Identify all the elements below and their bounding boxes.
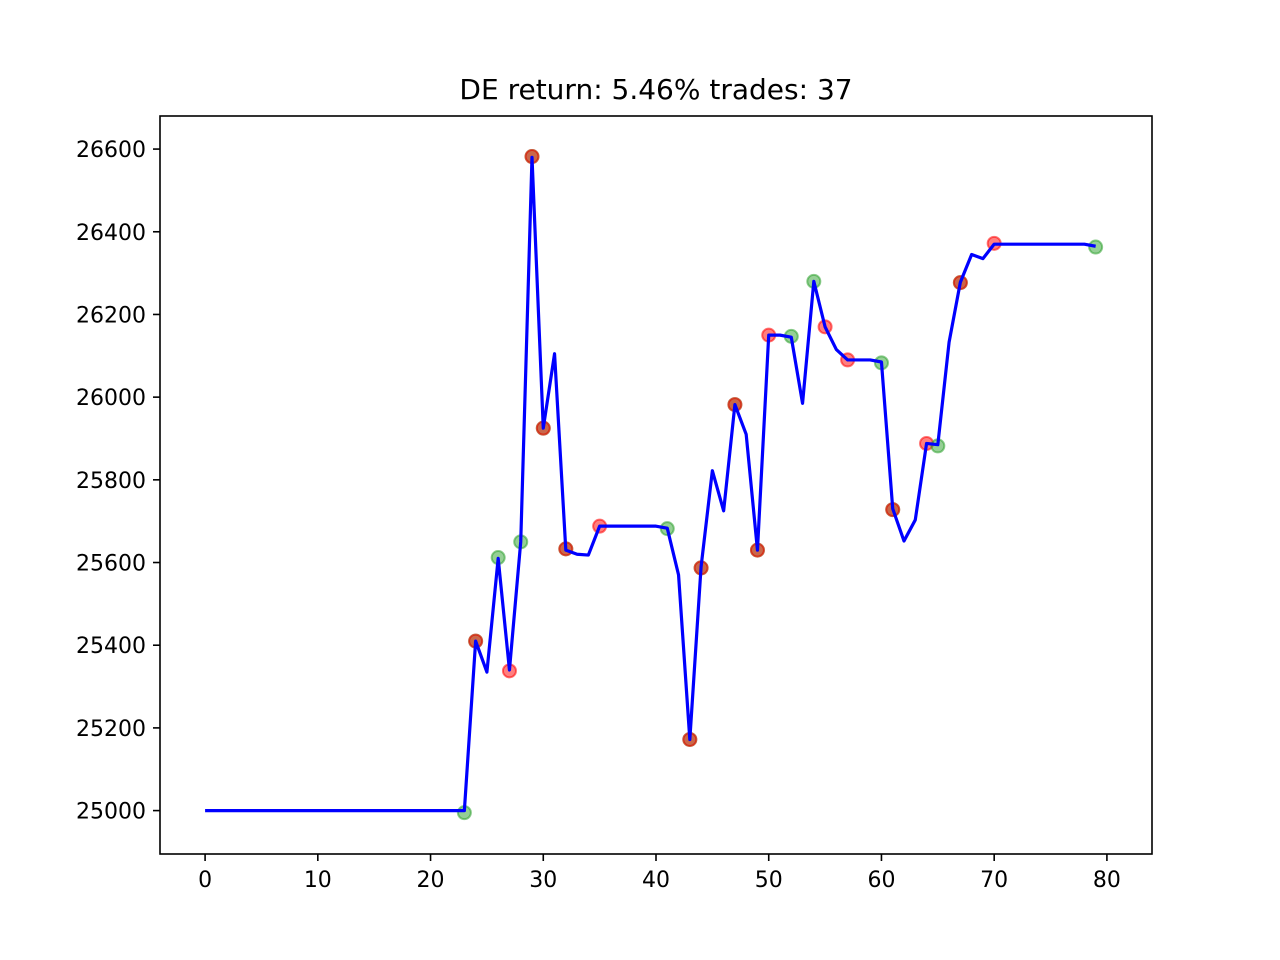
y-tick-label: 25200 [76,717,146,742]
x-tick-label: 70 [980,868,1008,893]
x-tick-label: 60 [867,868,895,893]
y-tick-label: 25600 [76,552,146,577]
y-tick-label: 26600 [76,138,146,163]
x-tick-label: 40 [642,868,670,893]
x-tick-label: 50 [755,868,783,893]
y-tick-label: 25400 [76,634,146,659]
x-tick-label: 80 [1093,868,1121,893]
y-tick-label: 26200 [76,303,146,328]
y-tick-label: 25800 [76,469,146,494]
axes-frame [159,115,1153,855]
y-axis: 25000 25200 25400 25600 25800 26000 26200 26400… [76,138,160,825]
x-tick-label: 20 [417,868,445,893]
chart-title: DE return: 5.46% trades: 37 [459,73,852,106]
x-tick-label: 0 [198,868,212,893]
y-tick-label: 26000 [76,386,146,411]
series-line [205,155,1096,813]
x-tick-label: 10 [304,868,332,893]
plot-area [205,149,1104,821]
y-tick-label: 25000 [76,800,146,825]
trade-marker [1088,239,1104,255]
y-tick-label: 26400 [76,221,146,246]
x-axis: 0 10 20 30 40 50 60 70 80 [198,854,1121,893]
x-tick-label: 30 [529,868,557,893]
